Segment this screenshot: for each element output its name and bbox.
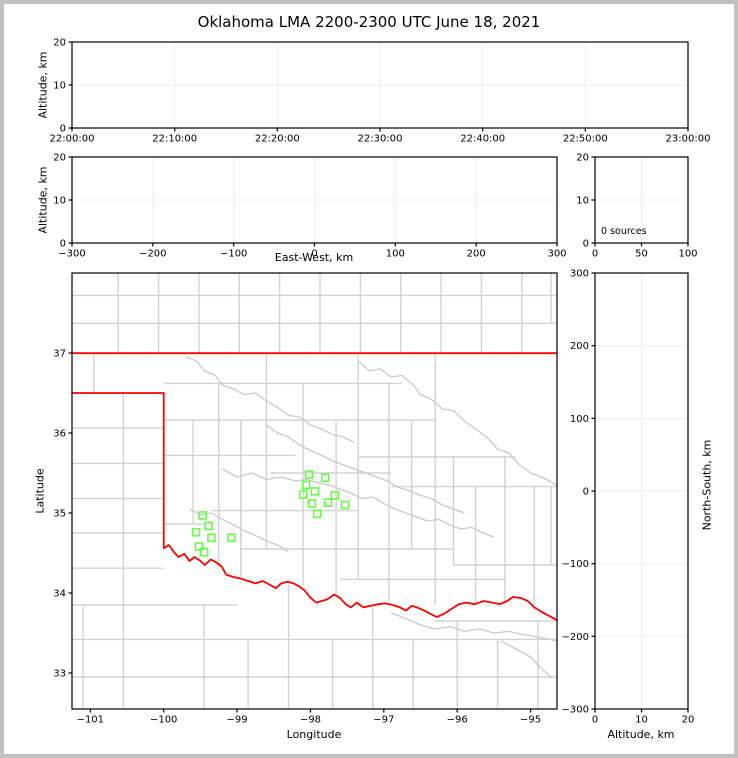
station-marker [199, 547, 209, 557]
river [357, 360, 557, 486]
eastwest-xlabel: East-West, km [274, 251, 354, 264]
river [390, 612, 557, 642]
x-tick-label: 100 [678, 249, 697, 260]
river [185, 356, 355, 444]
river-lines [185, 356, 557, 678]
station-marker [298, 490, 308, 499]
map-xlabel: Longitude [286, 728, 342, 741]
x-tick-label: 200 [467, 249, 486, 260]
y-tick-label: 20 [576, 153, 589, 164]
y-tick-label: 10 [576, 196, 589, 207]
x-tick-label: 22:30:00 [358, 134, 403, 145]
y-tick-label: −200 [562, 632, 589, 643]
y-tick-label: 10 [53, 81, 66, 92]
river [222, 468, 495, 538]
station-marker [204, 521, 213, 531]
y-tick-label: 0 [583, 487, 589, 498]
x-tick-label: 100 [386, 249, 405, 260]
y-tick-label: 34 [53, 589, 66, 600]
state-border [72, 352, 557, 621]
station-marker [194, 542, 204, 551]
station-marker [340, 500, 350, 510]
x-tick-label: 23:00:00 [666, 134, 711, 145]
x-tick-label: 22:40:00 [460, 134, 505, 145]
alt-northsouth-xlabel: Altitude, km [607, 728, 675, 741]
x-tick-label: 22:00:00 [50, 134, 95, 145]
x-tick-label: 22:10:00 [152, 134, 197, 145]
x-tick-label: 0 [592, 249, 598, 260]
y-tick-label: −300 [562, 705, 589, 716]
y-tick-label: 0 [60, 124, 66, 135]
y-tick-label: 20 [53, 153, 66, 164]
figure-title: Oklahoma LMA 2200-2300 UTC June 18, 2021 [197, 13, 541, 31]
station-marker [198, 511, 207, 520]
alt-eastwest-ylabel: Altitude, km [36, 166, 50, 234]
station-marker [191, 527, 201, 537]
river [266, 424, 465, 514]
station-marker [312, 509, 322, 519]
y-tick-label: −100 [562, 559, 589, 570]
y-tick-label: 100 [570, 414, 589, 425]
panel-frame-plan_view_map [71, 272, 558, 710]
y-tick-label: 20 [53, 38, 66, 49]
y-tick-label: 0 [583, 239, 589, 250]
station-marker [226, 533, 236, 543]
x-tick-label: −99 [227, 715, 248, 726]
y-tick-label: 300 [570, 269, 589, 280]
x-tick-label: 0 [592, 715, 598, 726]
station-marker [323, 498, 333, 507]
river [189, 508, 289, 552]
x-tick-label: 22:20:00 [255, 134, 300, 145]
state-border-segment [72, 392, 557, 621]
y-tick-label: 33 [53, 669, 66, 680]
station-marker [207, 533, 216, 543]
x-tick-label: −98 [300, 715, 321, 726]
y-tick-label: 36 [53, 429, 66, 440]
x-tick-label: −95 [520, 715, 541, 726]
station-marker [310, 487, 320, 496]
x-tick-label: 300 [547, 249, 566, 260]
x-tick-label: 22:50:00 [563, 134, 608, 145]
station-marker [320, 473, 330, 483]
y-tick-label: 10 [53, 196, 66, 207]
county-lines [72, 273, 557, 709]
lma-stations [191, 470, 350, 557]
y-tick-label: 37 [53, 349, 66, 360]
x-tick-label: 0 [311, 249, 317, 260]
station-marker [301, 480, 311, 490]
x-tick-label: −97 [373, 715, 394, 726]
x-tick-label: −300 [58, 249, 85, 260]
map-ylabel: Latitude [33, 468, 47, 514]
y-tick-label: 200 [570, 341, 589, 352]
x-tick-label: −96 [447, 715, 468, 726]
x-tick-label: 50 [635, 249, 648, 260]
station-marker [304, 470, 314, 479]
x-tick-label: −101 [77, 715, 104, 726]
alt-time-ylabel: Altitude, km [36, 51, 50, 119]
x-tick-label: −100 [150, 715, 177, 726]
x-tick-label: −100 [220, 249, 247, 260]
y-tick-label: 0 [60, 239, 66, 250]
x-tick-label: 10 [635, 715, 648, 726]
y-tick-label: 35 [53, 509, 66, 520]
river [500, 640, 552, 678]
station-marker [307, 499, 317, 508]
x-tick-label: 20 [682, 715, 695, 726]
x-tick-label: −200 [139, 249, 166, 260]
source-count-annotation: 0 sources [601, 226, 647, 237]
station-marker [330, 491, 340, 500]
northsouth-ylabel: North-South, km [700, 439, 714, 531]
